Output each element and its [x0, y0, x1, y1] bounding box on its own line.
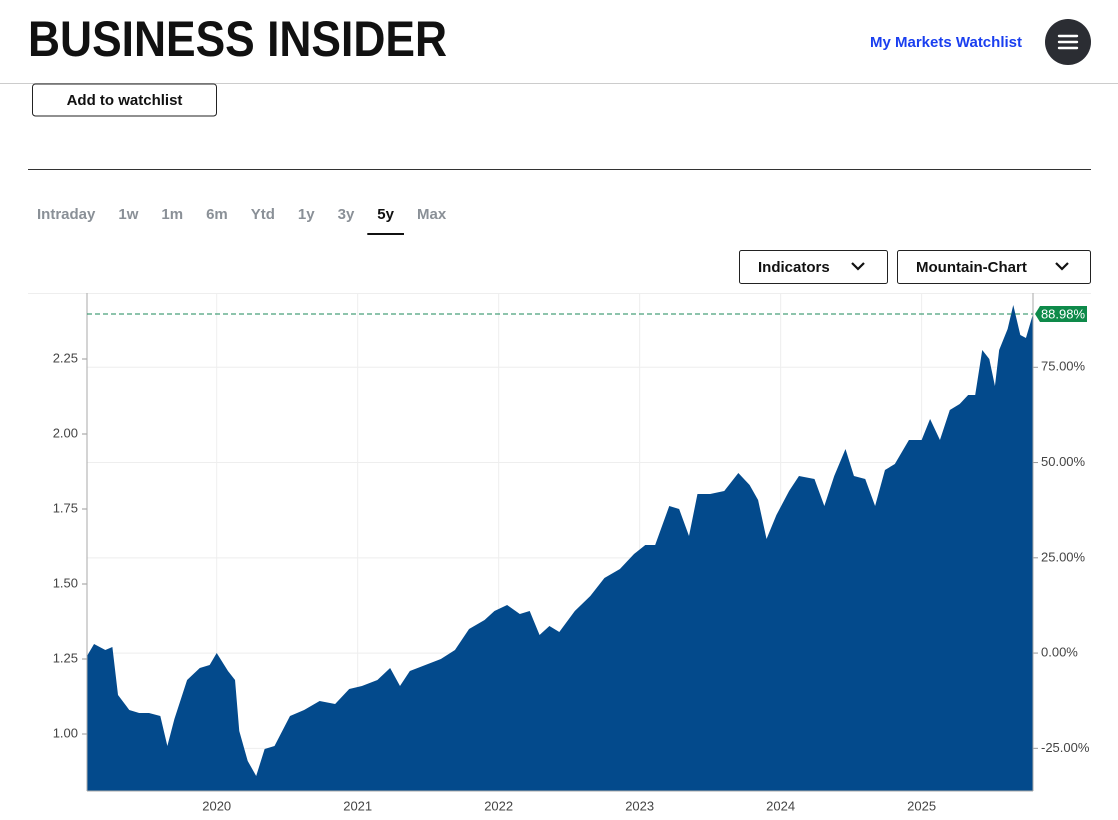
charttype-dropdown[interactable]: Mountain-Chart [897, 250, 1091, 284]
range-tab[interactable]: 1m [161, 206, 183, 223]
range-tab[interactable]: 1y [298, 206, 315, 223]
x-tick-label: 2024 [766, 798, 795, 813]
y-tick-label: 1.25 [53, 650, 78, 665]
chevron [851, 262, 865, 271]
dropdown-label[interactable]: Mountain-Chart [916, 259, 1027, 276]
watchlist-link[interactable]: My Markets Watchlist [870, 34, 1022, 51]
chart: 2020 2021 2022 2023 2024 2025 -25.00% 0.00% 25.0… [53, 293, 1090, 813]
range-tab[interactable]: 3y [338, 206, 355, 223]
range-tab[interactable]: 1w [118, 206, 138, 223]
x-tick-label: 2025 [907, 798, 936, 813]
last-value-label: 88.98% [1041, 306, 1086, 321]
range-tab[interactable]: 6m [206, 206, 228, 223]
range-tab[interactable]: Ytd [251, 206, 275, 223]
y-tick-label: 2.00 [53, 425, 78, 440]
y2-tick-label: -25.00% [1041, 740, 1090, 755]
y-tick-label: 1.00 [53, 725, 78, 740]
y-tick-label: 2.25 [53, 350, 78, 365]
menu-icon [1057, 34, 1079, 50]
y2-tick-label: 25.00% [1041, 549, 1086, 564]
last-value-badge [1035, 306, 1087, 323]
add-button[interactable] [32, 83, 217, 117]
dropdown-box [897, 250, 1091, 284]
add-button-label[interactable]: Add to watchlist [67, 92, 183, 109]
x-tick-label: 2023 [625, 798, 654, 813]
logo[interactable]: BUSINESS INSIDER [28, 11, 447, 67]
y-tick-label: 1.50 [53, 575, 78, 590]
y2-tick-label: 75.00% [1041, 359, 1086, 374]
range-tab[interactable]: Max [417, 206, 447, 223]
area [87, 305, 1033, 791]
range-tab[interactable]: 5y [377, 206, 394, 223]
dropdown-box [739, 250, 888, 284]
menu-button[interactable] [1045, 19, 1091, 65]
y-tick-label: 1.75 [53, 500, 78, 515]
y2-tick-label: 0.00% [1041, 645, 1078, 660]
y2-tick-label: 50.00% [1041, 454, 1086, 469]
dropdown-label[interactable]: Indicators [758, 259, 830, 276]
x-tick-label: 2020 [202, 798, 231, 813]
x-tick-label: 2022 [484, 798, 513, 813]
chevron [1055, 262, 1069, 271]
indicators-dropdown[interactable]: Indicators [739, 250, 888, 284]
range-tabs: Intraday 1w 1m 6m Ytd 1y 3y 5y Max [37, 206, 447, 235]
x-tick-label: 2021 [343, 798, 372, 813]
range-tab[interactable]: Intraday [37, 206, 96, 223]
